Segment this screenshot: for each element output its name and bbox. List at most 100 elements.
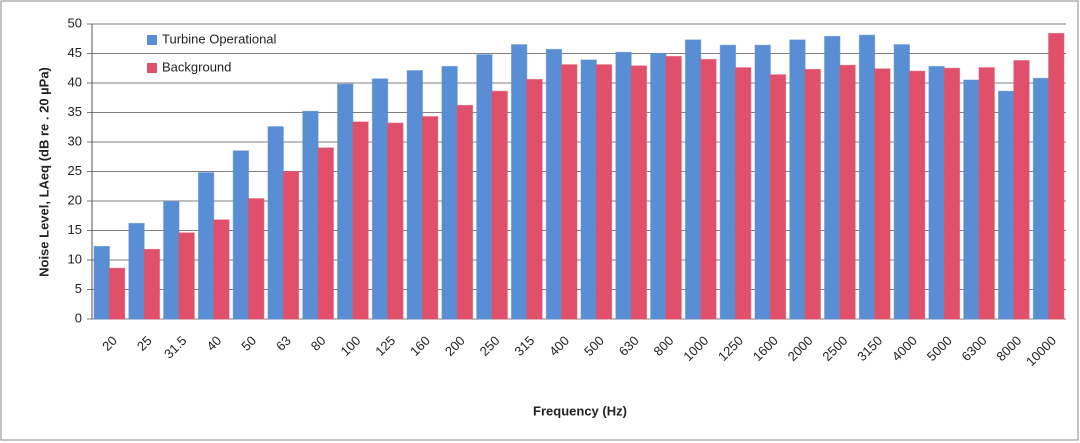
y-tick-label: 25 bbox=[68, 163, 82, 178]
bar bbox=[684, 39, 702, 320]
legend-label: Background bbox=[162, 59, 231, 74]
x-tick-label: 400 bbox=[546, 333, 572, 359]
bar bbox=[476, 54, 493, 320]
x-tick-label: 8000 bbox=[993, 333, 1024, 364]
x-tick-label: 5000 bbox=[924, 333, 955, 364]
x-tick-label: 2000 bbox=[785, 333, 816, 364]
x-tick-label: 1600 bbox=[750, 333, 781, 364]
x-tick-label: 25 bbox=[134, 333, 155, 354]
legend-swatch bbox=[147, 63, 157, 73]
bar bbox=[317, 147, 334, 320]
bar bbox=[1032, 77, 1050, 320]
bar bbox=[824, 35, 841, 320]
x-tick-label: 40 bbox=[203, 333, 224, 354]
x-tick-label: 1000 bbox=[680, 333, 711, 364]
bar bbox=[998, 90, 1015, 320]
x-tick-label: 6300 bbox=[959, 333, 990, 364]
y-tick-label: 45 bbox=[68, 45, 82, 60]
x-tick-label: 4000 bbox=[889, 333, 920, 364]
y-tick-label: 50 bbox=[68, 15, 82, 30]
bar bbox=[511, 44, 528, 320]
bar bbox=[213, 219, 230, 320]
x-tick-label: 630 bbox=[616, 333, 642, 359]
x-tick-label: 10000 bbox=[1023, 333, 1059, 369]
bar bbox=[545, 48, 563, 320]
bar bbox=[700, 58, 717, 320]
bar bbox=[371, 78, 389, 320]
bar bbox=[302, 110, 319, 320]
bar bbox=[143, 248, 160, 320]
x-tick-label: 200 bbox=[442, 333, 468, 359]
bar bbox=[719, 44, 737, 320]
y-tick-label: 35 bbox=[68, 104, 82, 119]
x-tick-label: 315 bbox=[511, 333, 537, 359]
x-tick-label: 160 bbox=[407, 333, 433, 359]
bar bbox=[93, 245, 110, 320]
bar bbox=[580, 59, 597, 320]
x-tick-label: 20 bbox=[99, 333, 120, 354]
x-axis-title: Frequency (Hz) bbox=[533, 403, 627, 418]
bar bbox=[267, 126, 284, 320]
bar bbox=[858, 34, 876, 320]
bar bbox=[769, 74, 787, 320]
y-tick-label: 15 bbox=[68, 222, 82, 237]
x-tick-label: 2500 bbox=[819, 333, 850, 364]
bar bbox=[456, 104, 474, 320]
bar bbox=[282, 171, 300, 320]
bar bbox=[337, 83, 354, 320]
legend-swatch bbox=[147, 35, 157, 45]
x-tick-label: 125 bbox=[372, 333, 398, 359]
bar bbox=[561, 64, 578, 320]
x-tick-label: 800 bbox=[651, 333, 677, 359]
bar bbox=[163, 201, 180, 320]
x-tick-label: 3150 bbox=[854, 333, 885, 364]
bar bbox=[943, 67, 961, 320]
bar bbox=[754, 44, 771, 320]
bar bbox=[804, 68, 821, 320]
bar bbox=[491, 90, 508, 320]
bar bbox=[893, 44, 910, 320]
x-tick-label: 250 bbox=[477, 333, 503, 359]
x-tick-label: 100 bbox=[337, 333, 363, 359]
y-axis-title: Noise Level, LAeq (dB re . 20 µPa) bbox=[36, 67, 51, 277]
bar bbox=[978, 67, 995, 320]
x-tick-label: 63 bbox=[273, 333, 294, 354]
bar bbox=[650, 53, 667, 320]
y-tick-label: 30 bbox=[68, 133, 82, 148]
y-tick-label: 40 bbox=[68, 74, 82, 89]
bar bbox=[665, 55, 682, 320]
bar bbox=[406, 70, 423, 320]
bar bbox=[1048, 32, 1065, 320]
bar bbox=[630, 65, 647, 320]
bar bbox=[615, 51, 632, 320]
bar bbox=[387, 122, 404, 320]
bar bbox=[789, 39, 806, 320]
bar bbox=[441, 65, 458, 320]
bar bbox=[352, 121, 369, 320]
bar bbox=[928, 65, 945, 320]
bar bbox=[197, 172, 215, 320]
bar bbox=[248, 198, 265, 320]
x-tick-label: 1250 bbox=[715, 333, 746, 364]
bar bbox=[1013, 60, 1030, 320]
bar bbox=[735, 67, 752, 320]
bar bbox=[232, 150, 250, 320]
bar bbox=[595, 64, 613, 320]
legend-label: Turbine Operational bbox=[162, 31, 277, 46]
bar bbox=[963, 79, 980, 320]
bar bbox=[908, 70, 926, 320]
x-tick-label: 50 bbox=[238, 333, 259, 354]
y-tick-label: 5 bbox=[75, 281, 82, 296]
y-tick-label: 10 bbox=[68, 251, 82, 266]
bar bbox=[839, 64, 856, 320]
bar bbox=[874, 68, 891, 320]
x-tick-label: 80 bbox=[308, 333, 329, 354]
bar bbox=[421, 116, 439, 320]
bar bbox=[526, 78, 543, 320]
y-tick-label: 0 bbox=[75, 310, 82, 325]
x-tick-label: 31.5 bbox=[161, 333, 190, 362]
bar bbox=[108, 267, 126, 320]
x-tick-label: 500 bbox=[581, 333, 607, 359]
